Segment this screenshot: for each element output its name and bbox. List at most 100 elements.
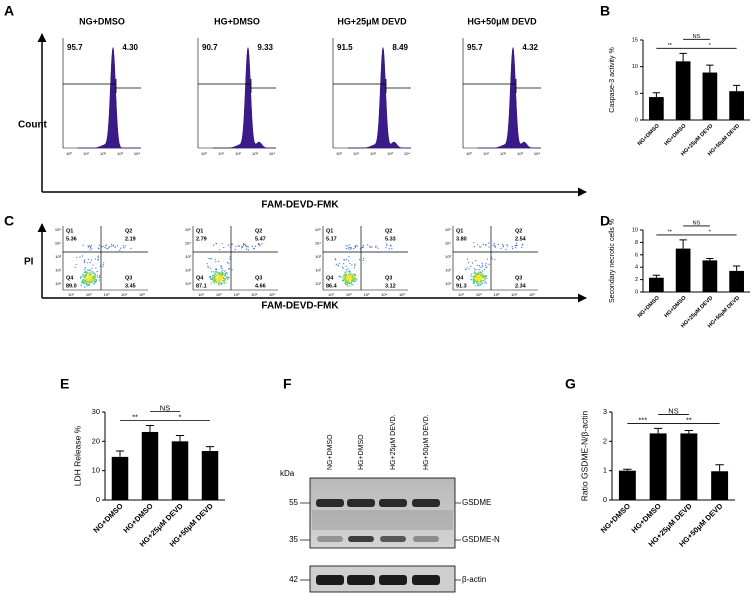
event-dot xyxy=(473,242,475,244)
y-tick-label: 10² xyxy=(315,268,321,273)
event-dot xyxy=(219,282,221,284)
event-dot xyxy=(98,259,100,261)
event-dot xyxy=(344,282,346,284)
event-dot xyxy=(363,257,365,259)
y-tick-label: 10¹ xyxy=(315,281,321,286)
event-dot xyxy=(353,247,355,250)
event-dot xyxy=(212,278,214,280)
y-axis-label: Caspase-3 activity % xyxy=(609,47,616,112)
x-tick-label: HG+DMSO xyxy=(664,123,689,148)
event-dot xyxy=(75,263,77,266)
event-dot xyxy=(111,245,113,247)
event-dot xyxy=(375,245,377,247)
event-dot xyxy=(492,244,494,246)
band xyxy=(348,536,374,542)
band xyxy=(380,536,406,542)
x-tick-label: 10² xyxy=(476,292,482,297)
event-dot xyxy=(221,267,223,269)
event-dot xyxy=(473,278,475,280)
event-dot xyxy=(81,282,83,284)
bar xyxy=(171,441,189,500)
event-dot xyxy=(228,262,230,264)
event-dot xyxy=(94,281,96,283)
event-dot xyxy=(345,277,348,279)
event-dot xyxy=(359,259,361,261)
significance-label: NS xyxy=(160,403,170,412)
quadrant-name: Q2 xyxy=(125,228,132,234)
event-dot xyxy=(257,242,259,245)
x-tick-label: 10³ xyxy=(104,292,110,297)
event-dot xyxy=(511,246,513,248)
event-dot xyxy=(471,276,473,278)
event-dot xyxy=(229,258,231,260)
bar xyxy=(702,260,718,292)
event-dot xyxy=(515,247,517,249)
event-dot xyxy=(87,284,89,286)
x-tick-label: 10⁴ xyxy=(404,151,410,156)
event-dot xyxy=(475,260,477,262)
event-dot xyxy=(206,263,208,265)
event-dot xyxy=(348,271,351,273)
event-dot xyxy=(507,245,509,247)
event-dot xyxy=(85,275,87,277)
event-dot xyxy=(91,267,93,269)
y-tick-label: 10⁴ xyxy=(185,241,191,246)
event-dot xyxy=(216,282,218,284)
event-dot xyxy=(350,272,352,274)
error-bar xyxy=(205,446,215,452)
event-dot xyxy=(207,266,209,268)
event-dot xyxy=(88,283,90,286)
quadrant-value: 5.17 xyxy=(326,236,337,242)
quadrant-name: Q1 xyxy=(66,228,73,234)
event-dot xyxy=(362,260,364,262)
event-dot xyxy=(345,265,347,267)
event-dot xyxy=(344,277,346,279)
event-dot xyxy=(211,257,213,260)
event-dot xyxy=(76,256,78,259)
event-dot xyxy=(367,244,369,246)
panel-label: G xyxy=(565,376,576,392)
event-dot xyxy=(86,273,88,275)
event-dot xyxy=(351,279,353,281)
event-dot xyxy=(258,244,260,246)
event-dot xyxy=(481,262,483,264)
event-dot xyxy=(337,264,339,266)
event-dot xyxy=(482,266,484,268)
event-dot xyxy=(354,245,356,247)
y-axis-label: Count xyxy=(18,120,48,131)
event-dot xyxy=(350,246,352,248)
x-tick-label: 10² xyxy=(346,292,352,297)
event-dot xyxy=(226,277,228,279)
event-dot xyxy=(355,244,357,246)
event-dot xyxy=(485,282,487,284)
event-dot xyxy=(502,243,504,245)
event-dot xyxy=(85,281,87,283)
event-dot xyxy=(103,262,105,264)
event-dot xyxy=(346,271,348,273)
event-dot xyxy=(97,255,99,257)
bar xyxy=(111,456,129,500)
x-tick-label: 10⁴ xyxy=(121,292,127,297)
event-dot xyxy=(211,271,213,273)
event-dot xyxy=(481,282,484,284)
event-dot xyxy=(106,248,108,250)
event-dot xyxy=(486,258,488,260)
event-dot xyxy=(485,275,487,277)
event-dot xyxy=(479,281,481,283)
y-tick-label: 10⁵ xyxy=(185,227,191,232)
event-dot xyxy=(355,279,357,281)
event-dot xyxy=(354,281,356,283)
event-dot xyxy=(213,282,216,284)
x-axis-label: FAM-DEVD-FMK xyxy=(261,301,339,312)
event-dot xyxy=(347,275,349,277)
x-tick-label: NG+DMSO xyxy=(637,295,662,320)
event-dot xyxy=(474,280,476,282)
event-dot xyxy=(92,275,94,278)
y-tick-label: 10⁵ xyxy=(315,227,321,232)
quadrant-name: Q2 xyxy=(255,228,262,234)
event-dot xyxy=(227,277,229,279)
event-dot xyxy=(486,277,488,279)
event-dot xyxy=(219,249,221,251)
event-dot xyxy=(97,276,99,279)
